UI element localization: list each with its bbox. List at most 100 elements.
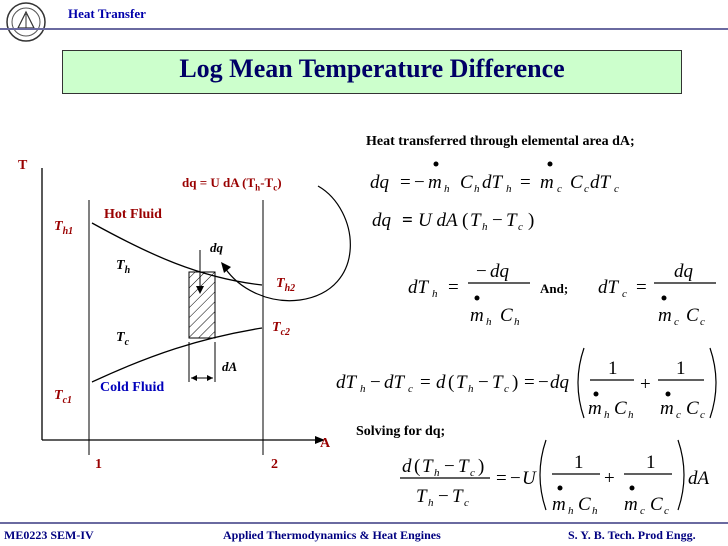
svg-text:T: T <box>452 486 464 507</box>
svg-text:m: m <box>660 398 674 419</box>
tc1-label: Tc1 <box>54 388 73 406</box>
svg-text:=: = <box>402 210 413 231</box>
svg-text:dT: dT <box>408 277 430 298</box>
svg-text:c: c <box>676 409 681 421</box>
svg-text:1: 1 <box>608 358 618 379</box>
svg-text:−: − <box>414 172 425 193</box>
svg-text:c: c <box>557 183 562 195</box>
svg-text:c: c <box>464 497 469 509</box>
svg-text:(: ( <box>414 456 420 477</box>
svg-text:m: m <box>658 305 672 326</box>
svg-text:h: h <box>482 221 488 233</box>
svg-text:h: h <box>474 183 480 195</box>
svg-text:−: − <box>476 261 487 282</box>
svg-text:): ) <box>512 372 518 393</box>
svg-text:dA: dA <box>688 468 710 489</box>
svg-text:dT: dT <box>384 372 406 393</box>
svg-text:dq: dq <box>550 372 570 393</box>
svg-text:h: h <box>506 183 512 195</box>
svg-text:T: T <box>492 372 504 393</box>
svg-text:dq: dq <box>674 261 694 282</box>
svg-text:dq: dq <box>370 172 390 193</box>
svg-text:dT: dT <box>336 372 358 393</box>
tc2-label: Tc2 <box>272 320 291 338</box>
and-text: And; <box>540 281 569 296</box>
footer-course-code: ME0223 SEM-IV <box>4 528 94 542</box>
elemental-area-strip <box>188 271 216 339</box>
svg-text:h: h <box>444 183 450 195</box>
cold-fluid-label: Cold Fluid <box>100 380 165 395</box>
svg-text:1: 1 <box>646 452 656 473</box>
svg-text:dT: dT <box>482 172 504 193</box>
svg-text:h: h <box>360 383 366 395</box>
svg-text:−: − <box>370 372 381 393</box>
svg-text:T: T <box>416 486 428 507</box>
svg-text:c: c <box>664 505 669 517</box>
svg-text:h: h <box>486 316 492 328</box>
dA-right-arrow-icon <box>207 375 213 381</box>
svg-text:+: + <box>640 374 651 395</box>
station-2-label: 2 <box>271 457 278 472</box>
svg-text:=: = <box>520 172 531 193</box>
svg-text:c: c <box>504 383 509 395</box>
svg-text:T: T <box>506 210 518 231</box>
header-title: Heat Transfer <box>68 6 146 21</box>
svg-text:h: h <box>628 409 634 421</box>
svg-text:m: m <box>624 494 638 515</box>
svg-text:c: c <box>622 288 627 300</box>
svg-text:h: h <box>604 409 610 421</box>
svg-text:C: C <box>578 494 591 515</box>
dA-label: dA <box>222 359 238 374</box>
svg-text:m: m <box>470 305 484 326</box>
svg-text:C: C <box>614 398 627 419</box>
svg-text:h: h <box>568 505 574 517</box>
svg-text:+: + <box>604 468 615 489</box>
hot-fluid-curve <box>91 222 263 286</box>
svg-text:m: m <box>540 172 554 193</box>
svg-text:C: C <box>650 494 663 515</box>
svg-text:): ) <box>478 456 484 477</box>
svg-text:−: − <box>478 372 489 393</box>
svg-text:c: c <box>614 183 619 195</box>
svg-text:c: c <box>674 316 679 328</box>
svg-text:T: T <box>458 456 470 477</box>
svg-text:c: c <box>584 183 589 195</box>
dq-arrowhead-icon <box>196 286 204 294</box>
svg-text:c: c <box>470 467 475 479</box>
svg-text:1: 1 <box>574 452 584 473</box>
svg-text:T: T <box>470 210 482 231</box>
a-axis-label: A <box>320 436 331 451</box>
dq-label: dq <box>210 240 223 255</box>
svg-text:U dA: U dA <box>418 210 458 231</box>
svg-text:c: c <box>700 409 705 421</box>
svg-text:h: h <box>514 316 520 328</box>
svg-text:=: = <box>420 372 431 393</box>
svg-text:c: c <box>518 221 523 233</box>
svg-text:T: T <box>422 456 434 477</box>
svg-text:T: T <box>456 372 468 393</box>
svg-text:d: d <box>436 372 446 393</box>
svg-text:): ) <box>528 210 534 231</box>
svg-text:c: c <box>640 505 645 517</box>
svg-text:=: = <box>400 172 411 193</box>
svg-text:C: C <box>570 172 583 193</box>
station-1-label: 1 <box>95 457 102 472</box>
svg-text:C: C <box>686 305 699 326</box>
svg-text:(: ( <box>462 210 468 231</box>
svg-text:−: − <box>492 210 503 231</box>
svg-text:m: m <box>428 172 442 193</box>
th1-label: Th1 <box>54 219 74 237</box>
svg-text:m: m <box>552 494 566 515</box>
equation-pointer-curve <box>224 185 351 302</box>
svg-text:C: C <box>460 172 473 193</box>
svg-text:h: h <box>468 383 474 395</box>
footer-course-title: Applied Thermodynamics & Heat Engines <box>223 528 441 542</box>
cold-fluid-curve <box>91 327 263 383</box>
tc-label: Tc <box>116 330 130 348</box>
svg-text:−: − <box>538 372 549 393</box>
